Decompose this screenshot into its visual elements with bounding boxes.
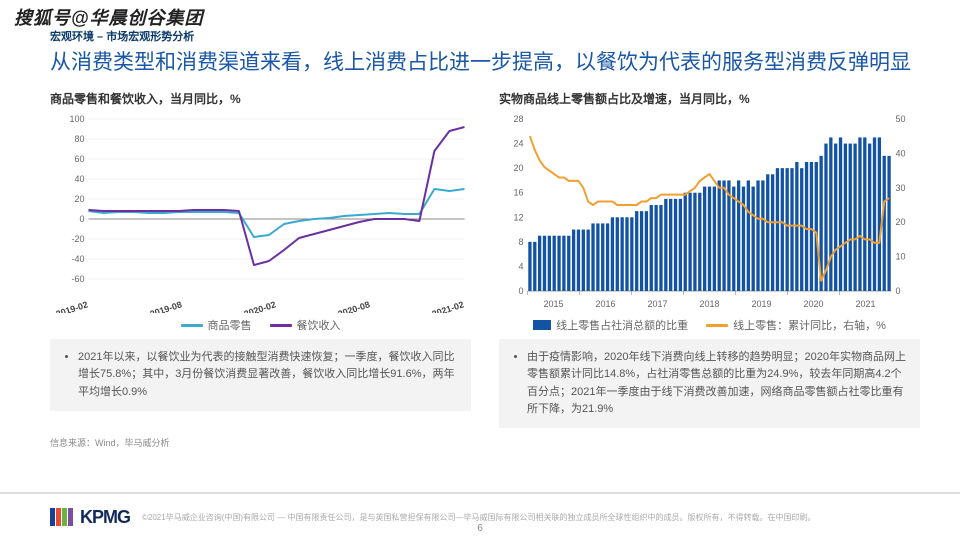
svg-text:-40: -40 — [71, 254, 84, 264]
svg-text:-60: -60 — [71, 274, 84, 284]
svg-text:16: 16 — [513, 188, 523, 198]
legend-item: 线上零售占社消总额的比重 — [533, 317, 688, 333]
svg-text:0: 0 — [896, 286, 901, 296]
right-chart-title: 实物商品线上零售额占比及增速，当月同比，% — [499, 90, 920, 107]
legend-item: 商品零售 — [181, 317, 252, 333]
left-chart-title: 商品零售和餐饮收入，当月同比，% — [50, 90, 471, 107]
svg-text:2021-02: 2021-02 — [431, 300, 466, 314]
svg-text:40: 40 — [74, 174, 84, 184]
page-title: 从消费类型和消费渠道来看，线上消费占比进一步提高，以餐饮为代表的服务型消费反弹明… — [50, 48, 920, 78]
page-number: 6 — [477, 523, 483, 534]
logo-text: KPMG — [80, 507, 130, 528]
svg-text:100: 100 — [69, 114, 84, 124]
svg-text:4: 4 — [518, 262, 523, 272]
svg-text:0: 0 — [79, 214, 84, 224]
right-legend: 线上零售占社消总额的比重 线上零售：累计同比，右轴，% — [499, 317, 920, 333]
svg-text:2019: 2019 — [751, 299, 771, 309]
breadcrumb: 宏观环境 – 市场宏观形势分析 — [50, 28, 920, 44]
left-chart: -60 -40 -20 0 20 40 60 80 100 2019-02 2019-08 2020-… — [50, 113, 471, 313]
left-legend: 商品零售 餐饮收入 — [50, 317, 471, 333]
svg-text:2020-08: 2020-08 — [337, 300, 372, 314]
svg-text:-20: -20 — [71, 234, 84, 244]
svg-text:24: 24 — [513, 139, 523, 149]
svg-text:28: 28 — [513, 114, 523, 124]
svg-text:50: 50 — [896, 114, 906, 124]
svg-text:2019-08: 2019-08 — [149, 300, 184, 314]
right-chart: 0 4 8 12 16 20 24 28 0 10 20 30 40 50 2015 2016 2017 2018… — [499, 113, 920, 313]
svg-text:2018: 2018 — [699, 299, 719, 309]
left-note-text: 2021年以来，以餐饮业为代表的接触型消费快速恢复；一季度，餐饮收入同比增长75… — [78, 349, 459, 400]
svg-text:2020-02: 2020-02 — [243, 300, 278, 314]
copyright: ©2021毕马威企业咨询(中国)有限公司 — 中国有限责任公司，是与英国私营担保… — [142, 512, 920, 523]
svg-text:8: 8 — [518, 237, 523, 247]
svg-text:30: 30 — [896, 183, 906, 193]
logo-bars-icon — [50, 508, 74, 526]
svg-text:2020: 2020 — [803, 299, 823, 309]
svg-text:2016: 2016 — [595, 299, 615, 309]
svg-text:20: 20 — [513, 164, 523, 174]
svg-text:0: 0 — [518, 286, 523, 296]
watermark: 搜狐号@华晨创谷集团 — [14, 4, 204, 30]
svg-text:2019-02: 2019-02 — [55, 300, 90, 314]
svg-text:40: 40 — [896, 149, 906, 159]
svg-text:80: 80 — [74, 134, 84, 144]
left-note: 2021年以来，以餐饮业为代表的接触型消费快速恢复；一季度，餐饮收入同比增长75… — [50, 339, 471, 410]
right-note: 由于疫情影响，2020年线下消费向线上转移的趋势明显；2020年实物商品网上零售… — [499, 339, 920, 427]
left-column: 商品零售和餐饮收入，当月同比，% -60 -40 -20 0 20 40 60 80 100 20… — [50, 90, 471, 427]
right-note-text: 由于疫情影响，2020年线下消费向线上转移的趋势明显；2020年实物商品网上零售… — [527, 349, 908, 417]
svg-text:20: 20 — [896, 218, 906, 228]
svg-text:2015: 2015 — [543, 299, 563, 309]
svg-text:2021: 2021 — [855, 299, 875, 309]
legend-item: 线上零售：累计同比，右轴，% — [706, 317, 886, 333]
svg-text:60: 60 — [74, 154, 84, 164]
svg-text:12: 12 — [513, 213, 523, 223]
svg-text:2017: 2017 — [647, 299, 667, 309]
legend-item: 餐饮收入 — [270, 317, 341, 333]
charts-row: 商品零售和餐饮收入，当月同比，% -60-40-2002040608010020… — [50, 90, 920, 427]
svg-text:20: 20 — [74, 194, 84, 204]
kpmg-logo: KPMG — [50, 507, 130, 528]
right-column: 实物商品线上零售额占比及增速，当月同比，% 0 4 8 12 16 20 24 28 0 10 20… — [499, 90, 920, 427]
slide: 搜狐号@华晨创谷集团 宏观环境 – 市场宏观形势分析 从消费类型和消费渠道来看，… — [0, 0, 960, 540]
svg-text:10: 10 — [896, 252, 906, 262]
source-text: 信息来源：Wind，毕马威分析 — [50, 436, 920, 449]
